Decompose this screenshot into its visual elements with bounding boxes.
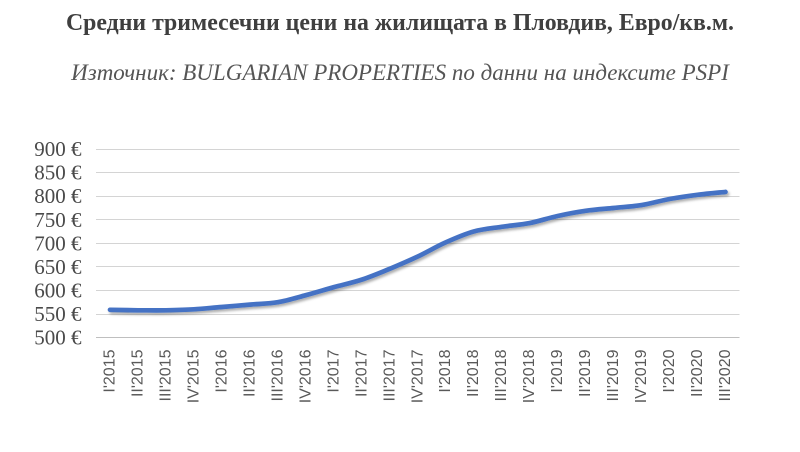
svg-text:500 €: 500 € bbox=[34, 326, 82, 350]
svg-text:III'2016: III'2016 bbox=[269, 349, 286, 401]
svg-text:III'2017: III'2017 bbox=[381, 349, 398, 401]
svg-text:II'2017: II'2017 bbox=[353, 349, 370, 397]
svg-text:III'2019: III'2019 bbox=[605, 349, 622, 401]
svg-text:II'2020: II'2020 bbox=[689, 349, 706, 397]
svg-text:800 €: 800 € bbox=[34, 184, 82, 208]
svg-text:III'2015: III'2015 bbox=[157, 349, 174, 401]
svg-text:650 €: 650 € bbox=[34, 255, 82, 279]
svg-text:II'2015: II'2015 bbox=[130, 349, 147, 397]
svg-text:III'2020: III'2020 bbox=[717, 349, 734, 401]
svg-text:II'2016: II'2016 bbox=[241, 349, 258, 397]
svg-text:III'2018: III'2018 bbox=[493, 349, 510, 401]
svg-text:850 €: 850 € bbox=[34, 161, 82, 185]
svg-text:IV'2017: IV'2017 bbox=[409, 349, 426, 403]
svg-text:700 €: 700 € bbox=[34, 231, 82, 255]
svg-text:II'2018: II'2018 bbox=[465, 349, 482, 397]
svg-text:IV'2019: IV'2019 bbox=[633, 349, 650, 403]
svg-text:I'2016: I'2016 bbox=[213, 349, 230, 392]
svg-text:IV'2015: IV'2015 bbox=[185, 349, 202, 403]
svg-text:600 €: 600 € bbox=[34, 279, 82, 303]
svg-text:900 €: 900 € bbox=[34, 137, 82, 161]
svg-text:I'2015: I'2015 bbox=[102, 349, 119, 392]
svg-text:I'2018: I'2018 bbox=[437, 349, 454, 392]
svg-text:750 €: 750 € bbox=[34, 208, 82, 232]
svg-text:550 €: 550 € bbox=[34, 302, 82, 326]
svg-text:IV'2018: IV'2018 bbox=[521, 349, 538, 403]
svg-text:II'2019: II'2019 bbox=[577, 349, 594, 397]
svg-text:I'2019: I'2019 bbox=[549, 349, 566, 392]
svg-text:I'2017: I'2017 bbox=[325, 349, 342, 392]
svg-text:IV'2016: IV'2016 bbox=[297, 349, 314, 403]
svg-text:I'2020: I'2020 bbox=[661, 349, 678, 392]
